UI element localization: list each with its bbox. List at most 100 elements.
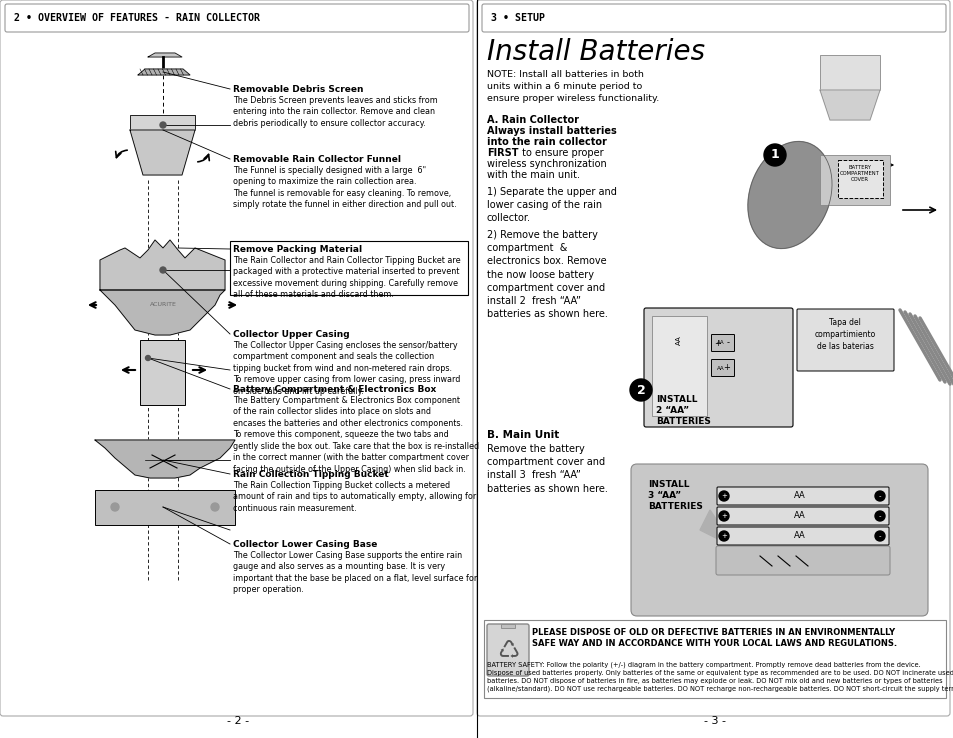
Text: ♺: ♺	[497, 638, 518, 662]
Circle shape	[211, 503, 219, 511]
Text: Remove Packing Material: Remove Packing Material	[233, 245, 362, 254]
FancyBboxPatch shape	[486, 624, 529, 676]
Text: with the main unit.: with the main unit.	[486, 170, 579, 180]
Text: AA: AA	[793, 531, 805, 540]
Text: The Rain Collector and Rain Collector Tipping Bucket are
packaged with a protect: The Rain Collector and Rain Collector Ti…	[233, 256, 460, 300]
Text: Removable Rain Collector Funnel: Removable Rain Collector Funnel	[233, 155, 400, 164]
Bar	[651, 316, 706, 416]
Circle shape	[719, 531, 728, 541]
Polygon shape	[148, 53, 182, 57]
Text: AA: AA	[676, 335, 681, 345]
Text: Remove the battery
compartment cover and
install 3  fresh “AA”
batteries as show: Remove the battery compartment cover and…	[486, 444, 607, 494]
Text: Removable Debris Screen: Removable Debris Screen	[233, 85, 363, 94]
Circle shape	[629, 379, 651, 401]
Polygon shape	[700, 510, 720, 540]
Circle shape	[874, 491, 884, 501]
Text: -: -	[878, 533, 881, 539]
Polygon shape	[130, 130, 194, 175]
Text: +: +	[713, 339, 720, 348]
Circle shape	[111, 503, 119, 511]
FancyBboxPatch shape	[711, 359, 734, 376]
Text: 2) Remove the battery
compartment  &
electronics box. Remove
the now loose batte: 2) Remove the battery compartment & elec…	[486, 230, 607, 320]
Text: Rain Collection Tipping Bucket: Rain Collection Tipping Bucket	[233, 470, 388, 479]
Text: BATTERY
COMPARTMENT
COVER: BATTERY COMPARTMENT COVER	[840, 165, 879, 182]
FancyBboxPatch shape	[796, 309, 893, 371]
Text: -: -	[878, 493, 881, 499]
Text: into the rain collector: into the rain collector	[486, 137, 606, 147]
Text: 2 • OVERVIEW OF FEATURES - RAIN COLLECTOR: 2 • OVERVIEW OF FEATURES - RAIN COLLECTO…	[14, 13, 260, 23]
FancyBboxPatch shape	[711, 334, 734, 351]
Text: wireless synchronization: wireless synchronization	[486, 159, 606, 169]
Text: +: +	[720, 533, 726, 539]
Bar	[820, 55, 879, 90]
FancyBboxPatch shape	[0, 0, 473, 716]
Text: B. Main Unit: B. Main Unit	[486, 430, 558, 440]
Text: -: -	[878, 513, 881, 519]
Text: INSTALL
2 “AA”
BATTERIES: INSTALL 2 “AA” BATTERIES	[656, 395, 710, 427]
Text: 1: 1	[770, 148, 779, 162]
Text: AA: AA	[793, 492, 805, 500]
Text: Install Batteries: Install Batteries	[486, 38, 704, 66]
FancyBboxPatch shape	[717, 487, 888, 505]
Text: +: +	[722, 364, 729, 373]
Text: INSTALL
3 “AA”
BATTERIES: INSTALL 3 “AA” BATTERIES	[647, 480, 702, 511]
Text: +: +	[720, 513, 726, 519]
Bar	[483, 620, 945, 698]
Text: to ensure proper: to ensure proper	[518, 148, 603, 158]
Text: Tapa del
compartimiento
de las baterias: Tapa del compartimiento de las baterias	[814, 318, 875, 351]
FancyBboxPatch shape	[476, 0, 949, 716]
Polygon shape	[100, 290, 225, 335]
Text: - 3 -: - 3 -	[703, 716, 725, 726]
Text: - 2 -: - 2 -	[227, 716, 249, 726]
Bar	[130, 115, 194, 130]
Bar	[95, 490, 234, 525]
Text: The Funnel is specially designed with a large  6"
opening to maximize the rain c: The Funnel is specially designed with a …	[233, 166, 456, 210]
FancyBboxPatch shape	[643, 308, 792, 427]
Text: BATTERY SAFETY: Follow the polarity (+/-) diagram in the battery compartment. Pr: BATTERY SAFETY: Follow the polarity (+/-…	[486, 662, 953, 692]
Bar	[140, 340, 185, 405]
Circle shape	[763, 144, 785, 166]
FancyBboxPatch shape	[717, 507, 888, 525]
Circle shape	[719, 491, 728, 501]
FancyBboxPatch shape	[5, 4, 469, 32]
Text: ACURITE: ACURITE	[150, 303, 176, 308]
Polygon shape	[100, 240, 225, 290]
Text: PLEASE DISPOSE OF OLD OR DEFECTIVE BATTERIES IN AN ENVIRONMENTALLY
SAFE WAY AND : PLEASE DISPOSE OF OLD OR DEFECTIVE BATTE…	[532, 628, 896, 648]
Text: NOTE: Install all batteries in both
units within a 6 minute period to
ensure pro: NOTE: Install all batteries in both unit…	[486, 70, 659, 103]
Polygon shape	[138, 69, 190, 75]
Text: +: +	[720, 493, 726, 499]
Circle shape	[146, 356, 151, 360]
Text: AA: AA	[793, 511, 805, 520]
Ellipse shape	[747, 142, 831, 249]
Circle shape	[874, 531, 884, 541]
FancyBboxPatch shape	[481, 4, 945, 32]
Text: 2: 2	[636, 384, 644, 396]
Bar	[230, 241, 468, 295]
Text: Always install batteries: Always install batteries	[486, 126, 616, 136]
Text: Collector Upper Casing: Collector Upper Casing	[233, 330, 349, 339]
Text: A. Rain Collector: A. Rain Collector	[486, 115, 578, 125]
Text: AA: AA	[717, 365, 724, 370]
Text: AA: AA	[717, 340, 724, 345]
Text: The Debris Screen prevents leaves and sticks from
entering into the rain collect: The Debris Screen prevents leaves and st…	[233, 96, 437, 128]
Polygon shape	[820, 90, 879, 120]
Text: The Rain Collection Tipping Bucket collects a metered
amount of rain and tips to: The Rain Collection Tipping Bucket colle…	[233, 481, 476, 513]
Text: 1) Separate the upper and
lower casing of the rain
collector.: 1) Separate the upper and lower casing o…	[486, 187, 617, 224]
Text: The Collector Lower Casing Base supports the entire rain
gauge and also serves a: The Collector Lower Casing Base supports…	[233, 551, 476, 594]
Text: Battery Compartment & Electronics Box: Battery Compartment & Electronics Box	[233, 385, 436, 394]
Circle shape	[719, 511, 728, 521]
Bar	[500, 624, 515, 628]
Bar	[820, 155, 889, 205]
Bar	[837, 160, 882, 198]
FancyBboxPatch shape	[630, 464, 927, 616]
Text: The Collector Upper Casing encloses the sensor/battery
compartment component and: The Collector Upper Casing encloses the …	[233, 341, 460, 396]
Text: The Battery Compartment & Electronics Box component
of the rain collector slides: The Battery Compartment & Electronics Bo…	[233, 396, 478, 474]
Polygon shape	[95, 440, 234, 478]
Circle shape	[160, 122, 166, 128]
Circle shape	[874, 511, 884, 521]
Text: Collector Lower Casing Base: Collector Lower Casing Base	[233, 540, 377, 549]
Circle shape	[160, 267, 166, 273]
FancyBboxPatch shape	[716, 546, 889, 575]
Text: -: -	[726, 339, 729, 348]
Text: 3 • SETUP: 3 • SETUP	[491, 13, 544, 23]
